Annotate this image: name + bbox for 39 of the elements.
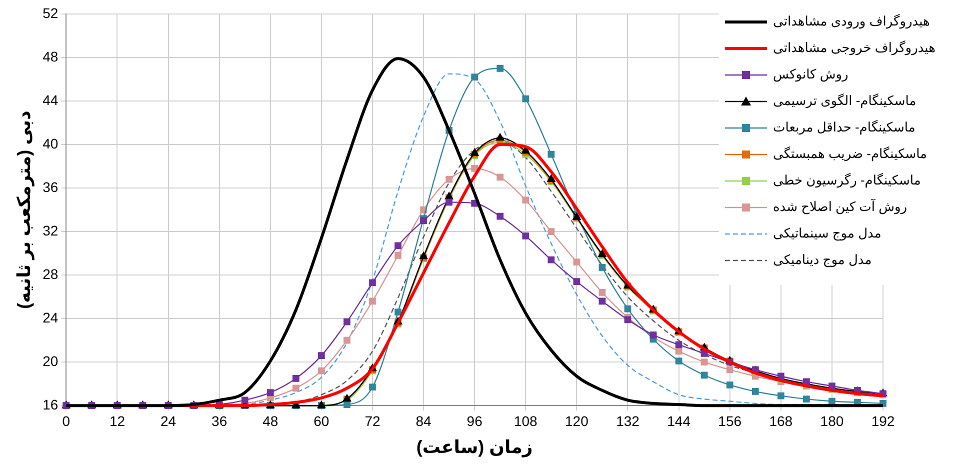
x-axis-title: زمان (ساعت) xyxy=(416,437,533,458)
y-tick-label: 48 xyxy=(42,48,58,64)
legend-label: هیدروگراف ورودی مشاهداتی xyxy=(773,14,930,30)
x-tick-label: 12 xyxy=(109,412,126,429)
y-tick-label: 36 xyxy=(42,178,58,195)
legend-label: روش کانوکس xyxy=(773,66,848,83)
y-tick-label: 16 xyxy=(42,396,58,412)
legend-label: ماسکینگام- رگرسیون خطی xyxy=(773,172,921,189)
x-tick-label: 192 xyxy=(871,412,895,429)
x-tick-label: 60 xyxy=(314,412,330,429)
y-tick-label: 40 xyxy=(42,135,58,152)
legend-label: هیدروگراف خروجی مشاهداتی xyxy=(773,40,936,56)
y-tick-label: 44 xyxy=(42,92,58,108)
x-tick-label: 120 xyxy=(565,412,589,429)
y-tick-label: 32 xyxy=(42,222,58,238)
y-tick-label: 52 xyxy=(42,4,58,21)
x-tick-label: 48 xyxy=(262,412,278,429)
x-tick-label: 132 xyxy=(616,412,640,429)
x-tick-label: 0 xyxy=(62,412,70,429)
x-tick-label: 180 xyxy=(820,412,844,429)
x-tick-label: 24 xyxy=(160,412,176,429)
y-tick-label: 24 xyxy=(42,309,58,326)
x-tick-label: 144 xyxy=(667,412,691,429)
legend-label: مدل موج دینامیکی xyxy=(773,252,872,268)
legend-label: مدل موج سینماتیکی xyxy=(773,226,882,242)
legend-label: ماسکینگام- حداقل مربعات xyxy=(773,120,916,136)
x-tick-label: 156 xyxy=(718,412,742,429)
x-tick-label: 96 xyxy=(466,412,483,429)
legend-label: ماسکینگام- ضریب همبستگی xyxy=(773,146,928,162)
legend-label: ماسکینگام- الگوی ترسیمی xyxy=(773,93,916,110)
y-tick-label: 28 xyxy=(42,266,58,282)
y-axis-title: دبی (مترمکعب بر ثانیه) xyxy=(14,110,35,309)
x-tick-label: 168 xyxy=(769,412,793,429)
x-tick-label: 84 xyxy=(416,412,432,429)
x-tick-label: 108 xyxy=(514,412,538,429)
legend-label: روش آت کین اصلاح شده xyxy=(773,198,908,216)
x-tick-label: 72 xyxy=(364,412,380,429)
y-tick-label: 20 xyxy=(42,352,58,369)
x-tick-label: 36 xyxy=(212,412,228,429)
